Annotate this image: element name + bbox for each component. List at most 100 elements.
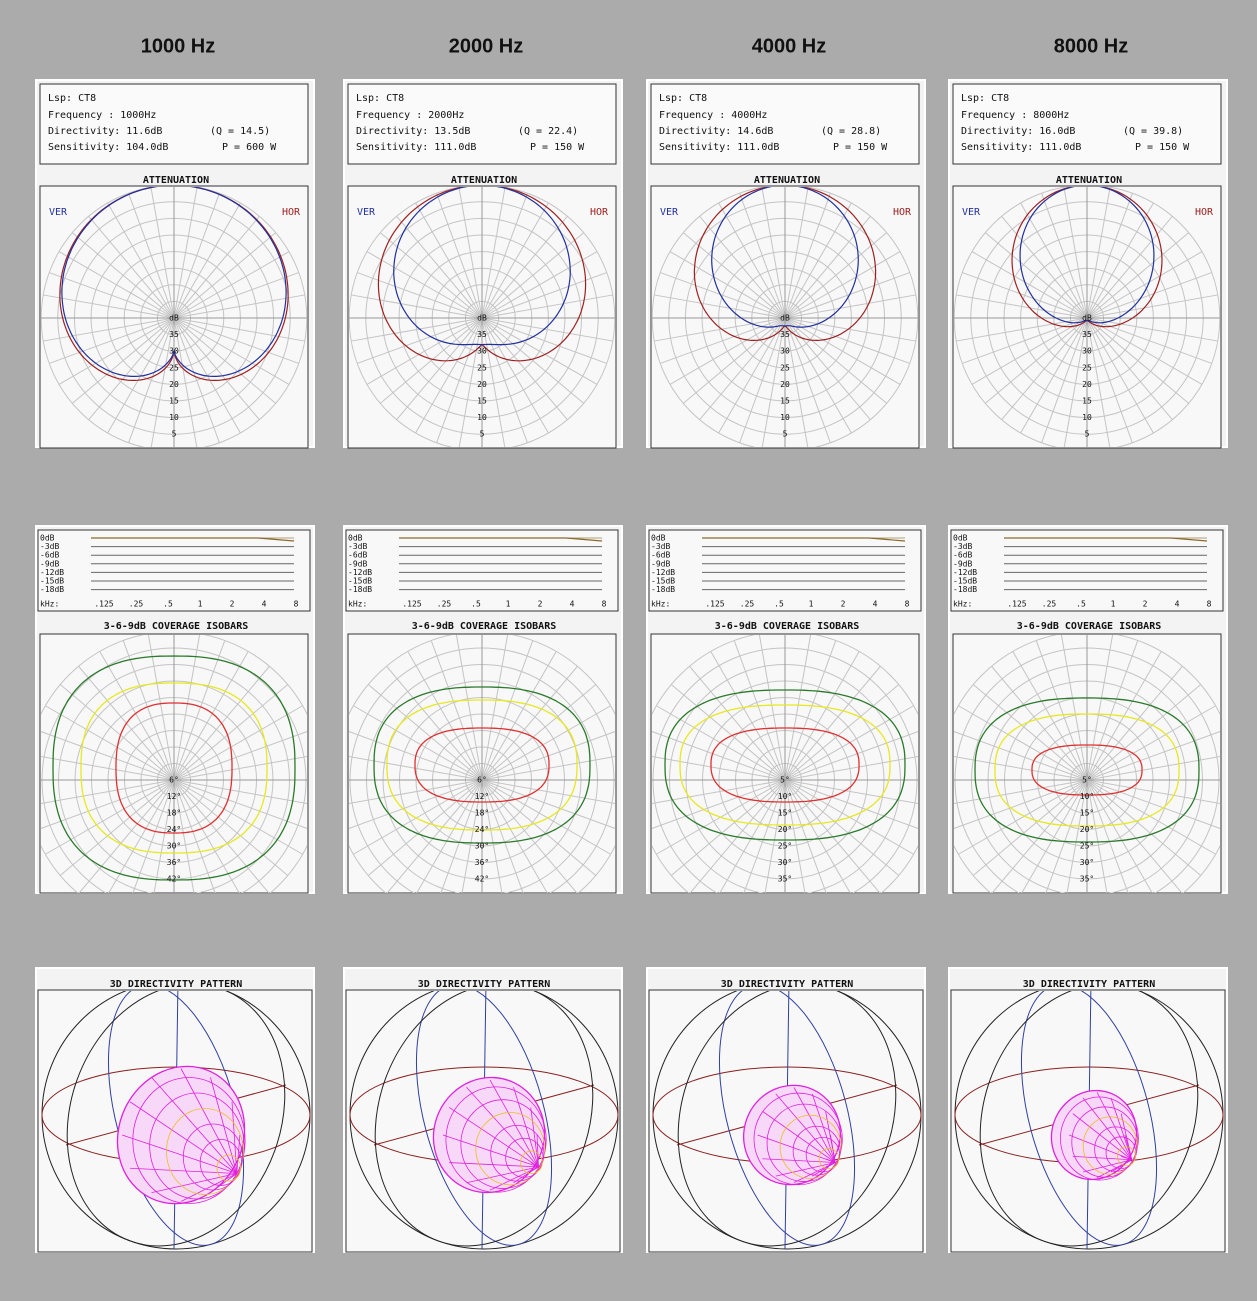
info-text: Sensitivity: 111.0dB xyxy=(961,142,1081,153)
info-text: P = 150 W xyxy=(1135,142,1190,153)
lobe-mesh xyxy=(1117,1146,1136,1167)
db-label: -3dB xyxy=(348,542,367,551)
db-label: -12dB xyxy=(348,568,372,577)
grid-spoke xyxy=(43,294,175,319)
ring-label: 30° xyxy=(475,842,489,851)
response-box xyxy=(37,529,311,612)
response-box xyxy=(648,529,922,612)
grid-spoke xyxy=(415,202,483,319)
grid-spoke xyxy=(150,187,175,319)
hor-label: HOR xyxy=(893,207,912,218)
db-label: -18dB xyxy=(348,585,372,594)
grid-spoke xyxy=(1086,756,1220,781)
meridian xyxy=(677,991,897,1247)
hor-label: HOR xyxy=(1195,207,1214,218)
info-text: Lsp: CT8 xyxy=(961,93,1009,104)
grid-spoke xyxy=(173,317,305,342)
lobe-mesh xyxy=(490,1124,545,1182)
grid-spoke xyxy=(173,635,201,781)
db-label: -6dB xyxy=(953,551,972,560)
grid-spoke xyxy=(1086,684,1202,781)
grid-spoke xyxy=(455,635,483,781)
ring-label: 6° xyxy=(477,776,487,785)
grid-spoke xyxy=(652,779,786,829)
info-text: (Q = 28.8) xyxy=(821,126,881,137)
green-isobar xyxy=(664,689,906,841)
freq-label: 2 xyxy=(1143,600,1148,609)
grid-spoke xyxy=(41,779,175,804)
grid-spoke xyxy=(173,779,289,876)
grid-spoke xyxy=(1086,317,1111,447)
response-box xyxy=(345,529,619,612)
grid-spoke xyxy=(958,705,1088,781)
grid-spoke xyxy=(173,317,260,421)
grid-spoke xyxy=(1012,651,1088,781)
grid-spoke xyxy=(481,779,578,893)
lobe-mesh xyxy=(199,1139,242,1186)
grid-spoke xyxy=(784,635,812,781)
grid-spoke xyxy=(436,193,483,319)
grid-spoke xyxy=(173,779,307,829)
lobe-mesh xyxy=(1071,1106,1139,1178)
grid-spoke xyxy=(1086,779,1108,893)
lobe-mesh xyxy=(766,1103,843,1182)
clip-group xyxy=(41,991,311,1250)
ring-label: 25 xyxy=(1082,363,1092,372)
grid-spoke xyxy=(481,317,598,385)
grid-spoke xyxy=(739,193,786,319)
clip-group xyxy=(41,187,307,447)
panel-title: 3-6-9dB COVERAGE ISOBARS xyxy=(412,621,557,632)
grid-spoke xyxy=(1086,665,1183,781)
lobe-mesh xyxy=(775,1162,836,1177)
ring-label: 35 xyxy=(1082,330,1092,339)
grid-spoke xyxy=(1041,317,1088,443)
grid-spoke xyxy=(991,665,1088,781)
db-label: -9dB xyxy=(953,559,972,568)
freq-label: 8 xyxy=(905,600,910,609)
grid-spoke xyxy=(173,731,307,781)
grid-spoke xyxy=(481,640,534,781)
ring-label: 18° xyxy=(475,809,489,818)
info-text: Sensitivity: 104.0dB xyxy=(48,142,168,153)
ring-label: 12° xyxy=(167,792,181,801)
info-text: P = 150 W xyxy=(833,142,888,153)
lobe-mesh xyxy=(489,1166,539,1191)
grid-spoke xyxy=(689,665,786,781)
red-isobar xyxy=(710,727,860,803)
info-text: Directivity: 14.6dB xyxy=(659,126,773,137)
grid-spoke xyxy=(351,317,483,342)
ring-label: 35 xyxy=(169,330,179,339)
grid-spoke xyxy=(173,705,303,781)
info-text: Frequency : 4000Hz xyxy=(659,110,767,121)
lobe-mesh xyxy=(1105,1136,1137,1169)
grid-spoke xyxy=(173,272,299,319)
lobe-mesh xyxy=(520,1150,543,1175)
panel-title: 3-6-9dB COVERAGE ISOBARS xyxy=(715,621,860,632)
grid-spoke xyxy=(972,779,1088,876)
db-label: -15dB xyxy=(40,577,64,586)
grid-spoke xyxy=(122,640,175,781)
lobe-mesh xyxy=(180,1068,238,1174)
lobe-mesh xyxy=(151,1077,238,1174)
lobe-mesh xyxy=(182,1123,243,1191)
freq-label: 4 xyxy=(873,600,878,609)
freq-label: 8 xyxy=(602,600,607,609)
grid-spoke xyxy=(481,215,568,319)
lobe-mesh xyxy=(475,1112,546,1186)
grid-spoke xyxy=(669,251,786,319)
info-text: (Q = 39.8) xyxy=(1123,126,1183,137)
green-isobar xyxy=(52,655,296,881)
freq-label: .25 xyxy=(1042,600,1057,609)
grid-spoke xyxy=(481,317,568,421)
grid-spoke xyxy=(367,684,483,781)
grid-spoke xyxy=(396,317,483,421)
freq-label: .125 xyxy=(705,600,724,609)
panel-title: 3D DIRECTIVITY PATTERN xyxy=(721,979,853,990)
grid-spoke xyxy=(1041,193,1088,319)
grid-spoke xyxy=(107,202,175,319)
lobe-mesh xyxy=(1072,1113,1133,1161)
lobe-mesh xyxy=(129,1101,238,1174)
lobe-mesh xyxy=(805,1136,840,1173)
red-isobar xyxy=(1031,744,1143,796)
panel-title: ATTENUATION xyxy=(451,175,517,186)
